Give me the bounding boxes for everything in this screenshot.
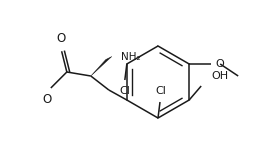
Text: NH₂: NH₂ bbox=[121, 52, 140, 62]
Text: OH: OH bbox=[211, 71, 228, 81]
Text: O: O bbox=[215, 59, 224, 69]
Text: Cl: Cl bbox=[120, 86, 130, 96]
Polygon shape bbox=[91, 57, 112, 76]
Text: Cl: Cl bbox=[156, 86, 166, 96]
Text: O: O bbox=[56, 32, 66, 45]
Text: O: O bbox=[42, 93, 51, 106]
